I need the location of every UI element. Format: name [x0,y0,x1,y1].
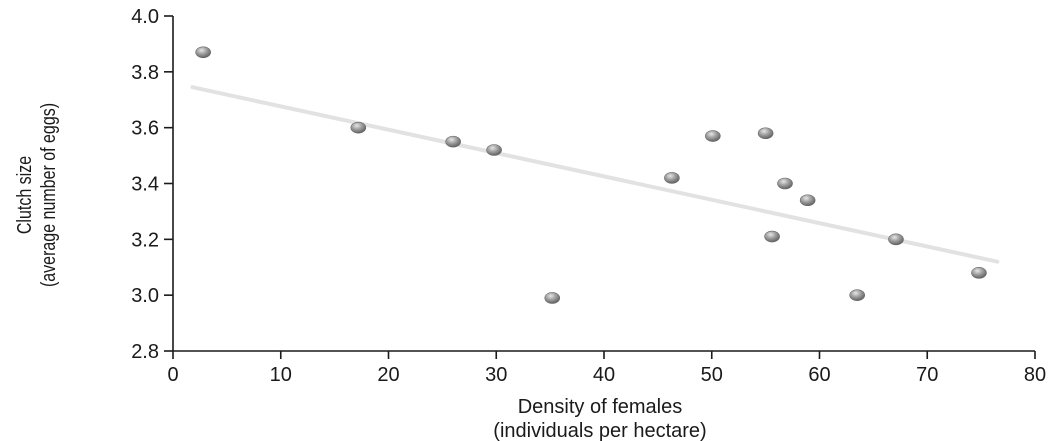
x-tick-label: 10 [270,364,292,386]
y-tick-label: 4.0 [131,6,159,28]
y-tick-label: 2.8 [131,341,159,363]
data-point [544,292,561,304]
data-point [195,46,211,59]
y-tick-label: 3.8 [131,62,159,84]
y-tick-label: 3.0 [131,285,159,307]
x-tick-label: 20 [377,364,399,386]
data-point [486,144,502,156]
data-point [799,194,816,207]
data-point [705,130,721,142]
x-tick-label: 0 [167,364,178,386]
data-point [757,127,774,140]
data-point [888,233,904,246]
axes: 0 10 20 30 40 50 60 70 80 2.8 3.0 3.2 3.4 3.6 3.8 4.0 [131,6,1046,386]
trendline-layer [190,85,1000,264]
x-axis-title-line1: Density of females [518,396,683,418]
y-tick-label: 3.4 [131,174,159,196]
data-point [777,177,793,190]
y-tick-label: 3.2 [131,229,159,251]
x-tick-label: 40 [593,364,615,386]
y-axis-title-line2: (average number of eggs) [37,103,59,287]
trend-line [190,85,1000,264]
data-points [195,46,987,304]
y-axis-title-line1: Clutch size [13,156,35,234]
y-tick-label: 3.6 [131,118,159,140]
x-tick-label: 80 [1024,364,1046,386]
x-tick-label: 70 [916,364,938,386]
x-tick-label: 50 [701,364,723,386]
data-point [849,289,866,301]
data-point [350,121,367,134]
x-axis-title-line2: (individuals per hectare) [493,420,706,441]
data-point [764,230,780,243]
data-point [664,172,680,184]
x-tick-label: 30 [485,364,507,386]
x-tick-label: 60 [808,364,830,386]
data-point [445,135,461,148]
data-point [971,267,987,279]
